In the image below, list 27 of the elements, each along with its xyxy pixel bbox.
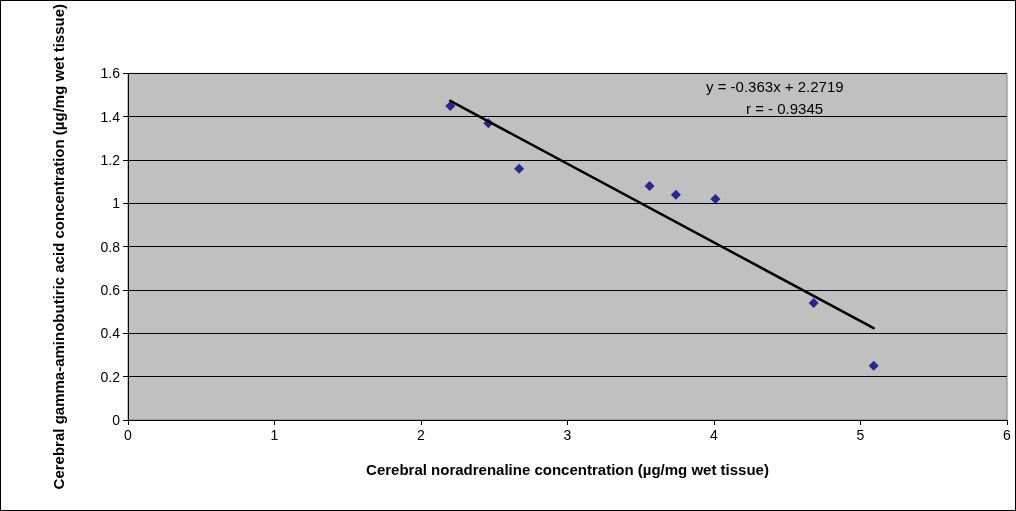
annotation: y = -0.363x + 2.2719 bbox=[706, 78, 844, 95]
point bbox=[670, 189, 681, 200]
y-tick-label: 1.4 bbox=[100, 108, 121, 125]
x-tick-label: 0 bbox=[124, 427, 133, 443]
y-tick-label: 0.2 bbox=[100, 368, 121, 385]
point bbox=[710, 194, 721, 205]
y-tick-label: 1.2 bbox=[100, 152, 121, 169]
point bbox=[644, 181, 655, 192]
x-tick-label: 5 bbox=[856, 427, 865, 443]
x-tick-label: 3 bbox=[563, 427, 572, 443]
x-axis-title: Cerebral noradrenaline concentration (µg/mg wet tissue) bbox=[366, 461, 769, 478]
annotation: r = - 0.9345 bbox=[746, 100, 824, 117]
point bbox=[808, 298, 819, 309]
y-tick-label: 0.8 bbox=[100, 238, 121, 255]
y-tick-label: 0.4 bbox=[100, 325, 121, 342]
x-tick-label: 2 bbox=[417, 427, 426, 443]
point bbox=[445, 100, 456, 111]
y-tick-label: 0 bbox=[112, 412, 121, 428]
point bbox=[868, 360, 879, 371]
point bbox=[514, 163, 525, 174]
x-tick-label: 1 bbox=[270, 427, 279, 443]
y-tick-label: 0.6 bbox=[100, 282, 121, 299]
x-tick-label: 6 bbox=[1003, 427, 1012, 443]
y-tick-label: 1.6 bbox=[100, 65, 121, 82]
y-axis-title: Cerebral gamma-aminobutiric acid concentration (µg/mg wet tissue) bbox=[50, 4, 67, 490]
y-tick-label: 1 bbox=[112, 195, 121, 212]
x-tick-label: 4 bbox=[710, 427, 719, 443]
